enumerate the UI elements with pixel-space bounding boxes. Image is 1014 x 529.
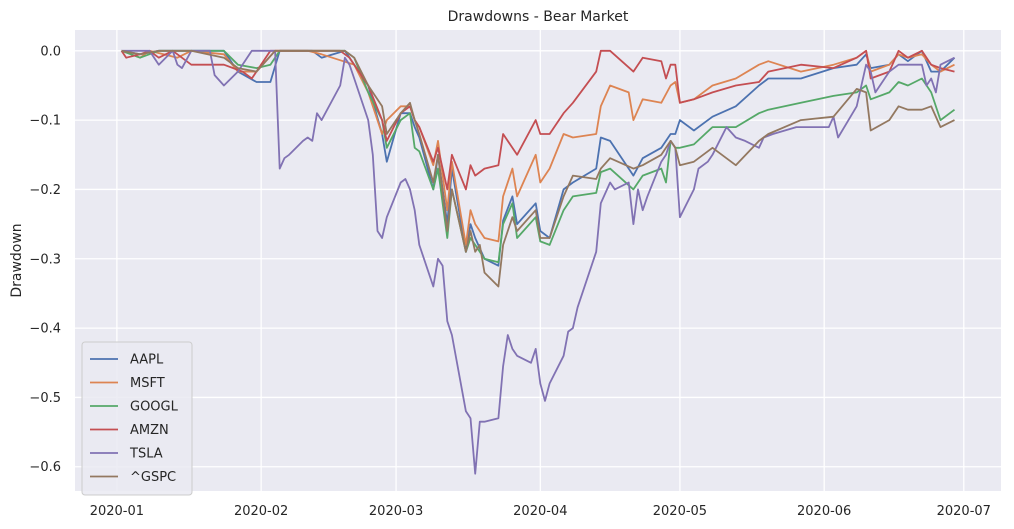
y-tick-label: −0.2 (29, 183, 61, 198)
legend-label: ^GSPC (130, 470, 176, 485)
y-tick-label: −0.5 (29, 391, 61, 406)
x-tick-label: 2020-07 (937, 504, 991, 519)
x-tick-label: 2020-02 (234, 504, 288, 519)
x-tick-label: 2020-06 (797, 504, 851, 519)
legend-label: AMZN (130, 423, 169, 438)
legend-label: GOOGL (130, 400, 179, 415)
plot-area (75, 30, 1001, 491)
legend-label: AAPL (130, 353, 164, 368)
legend: AAPL MSFT GOOGL AMZN TSLA ^GSPC (81, 341, 193, 496)
y-tick-label: −0.6 (29, 460, 61, 475)
y-tick-label: −0.3 (29, 252, 61, 267)
x-tick-label: 2020-03 (369, 504, 423, 519)
legend-label: MSFT (130, 376, 165, 391)
series-line-gspc (121, 49, 955, 288)
x-tick-label: 2020-04 (513, 504, 567, 519)
legend-box (81, 341, 193, 496)
y-axis-label: Drawdown (9, 223, 25, 297)
series-line-tsla (121, 49, 955, 475)
series-line-aapl (121, 49, 956, 267)
y-tick-label: −0.4 (29, 322, 61, 337)
x-tick-label: 2020-01 (90, 504, 144, 519)
y-axis: 0.0 −0.1 −0.2 −0.3 −0.4 −0.5 −0.6 (29, 44, 61, 475)
chart-title: Drawdowns - Bear Market (448, 9, 629, 25)
y-tick-label: −0.1 (29, 114, 61, 129)
x-tick-label: 2020-05 (653, 504, 707, 519)
x-axis: 2020-01 2020-02 2020-03 2020-04 2020-05 2020-… (90, 504, 991, 519)
y-tick-label: 0.0 (40, 44, 61, 59)
grid (75, 30, 1001, 491)
legend-label: TSLA (129, 447, 163, 462)
series-lines (120, 49, 956, 475)
